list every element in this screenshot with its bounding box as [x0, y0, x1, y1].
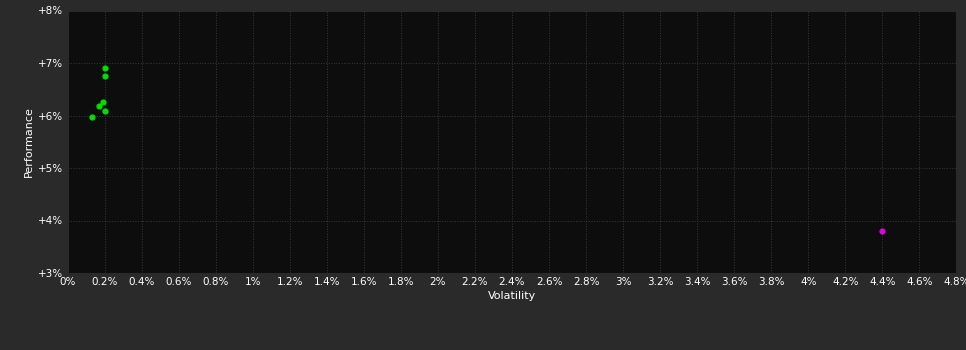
Point	[97, 108, 112, 114]
Point	[95, 99, 110, 105]
Point	[874, 228, 890, 234]
Point	[97, 74, 112, 79]
Point	[97, 65, 112, 71]
X-axis label: Volatility: Volatility	[488, 291, 536, 301]
Point	[84, 114, 99, 120]
Y-axis label: Performance: Performance	[24, 106, 34, 177]
Point	[92, 103, 107, 109]
